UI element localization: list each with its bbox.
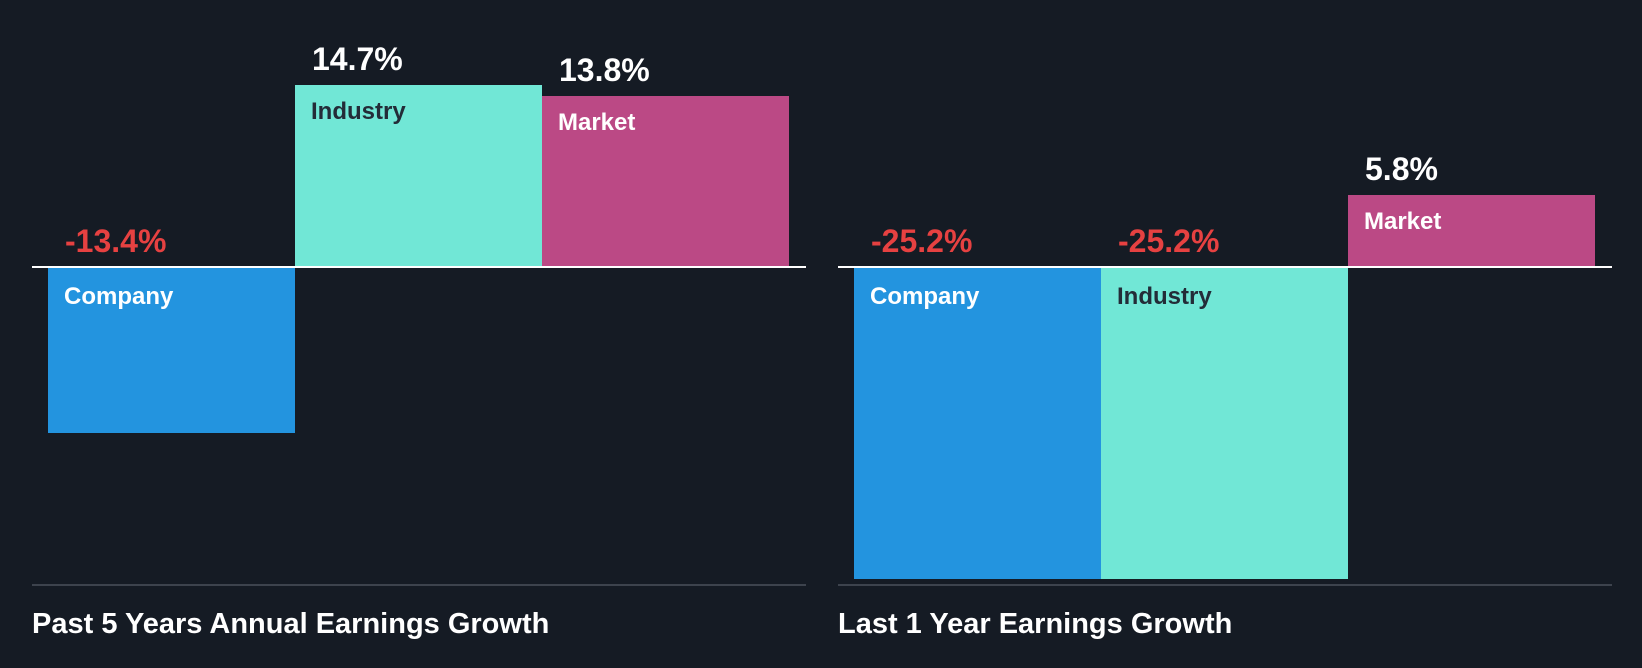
bar-industry: Industry <box>295 84 542 267</box>
bar-label: Industry <box>311 97 406 125</box>
zero-baseline <box>838 266 1612 268</box>
bar-label: Company <box>870 283 980 310</box>
value-label: -25.2% <box>871 223 973 259</box>
bar-market: Market <box>1348 195 1595 267</box>
bottom-axis-line <box>838 584 1612 586</box>
value-label: -25.2% <box>1118 223 1220 259</box>
bar-label: Industry <box>1117 283 1212 310</box>
bar-company: Company <box>48 267 295 434</box>
chart-last-1-year: Company -25.2% Industry -25.2% Market 5.8% Las… <box>838 0 1612 668</box>
bar-label: Company <box>64 283 174 310</box>
bar-market: Market <box>542 95 789 267</box>
value-label: 14.7% <box>312 40 403 77</box>
bar-label: Market <box>1364 208 1442 236</box>
bar-company: Company <box>854 267 1101 580</box>
zero-baseline <box>32 266 806 268</box>
chart-title: Past 5 Years Annual Earnings Growth <box>32 608 550 640</box>
bar-label: Market <box>558 108 636 136</box>
value-label: -13.4% <box>65 223 167 259</box>
bar-industry: Industry <box>1101 267 1348 580</box>
value-label: 5.8% <box>1365 151 1438 188</box>
value-label: 13.8% <box>559 51 650 88</box>
chart-title: Last 1 Year Earnings Growth <box>838 608 1233 640</box>
bottom-axis-line <box>32 584 806 586</box>
chart-past-5-years: Company -13.4% Industry 14.7% Market 13.8% Pas… <box>32 0 806 668</box>
